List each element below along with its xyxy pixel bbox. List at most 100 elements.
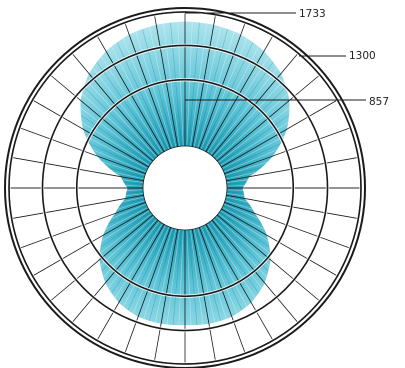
series-streak xyxy=(197,227,227,320)
series-streak xyxy=(218,213,271,254)
series-streak xyxy=(125,185,144,187)
series-streak xyxy=(114,171,145,180)
series-streak xyxy=(122,225,166,307)
center-hub xyxy=(142,145,228,231)
series-streak xyxy=(92,67,160,155)
series-streak xyxy=(222,136,285,169)
series-streak xyxy=(127,225,168,311)
series-streak xyxy=(177,21,184,147)
value-ring-1300 xyxy=(41,44,329,332)
series-streak xyxy=(125,193,144,197)
series-streak xyxy=(219,114,290,165)
series-streak xyxy=(107,221,160,289)
series-streak xyxy=(100,211,151,248)
outer-rim-inner xyxy=(8,11,362,365)
series-streak xyxy=(222,207,265,230)
series-streak xyxy=(210,221,263,289)
series-streak xyxy=(223,149,278,173)
series-streak xyxy=(202,225,243,311)
series-streak xyxy=(143,227,173,320)
series-streak xyxy=(188,229,198,326)
series-streak xyxy=(222,142,282,171)
series-streak xyxy=(148,26,177,148)
series-streak xyxy=(132,226,170,314)
series-streak xyxy=(99,213,152,254)
series-streak xyxy=(81,93,155,160)
series-streak xyxy=(215,216,270,266)
series-streak xyxy=(223,203,259,219)
series-streak xyxy=(225,167,262,178)
series-streak xyxy=(215,93,289,160)
series-streak xyxy=(190,23,208,147)
series-streak xyxy=(85,79,157,158)
series-streak xyxy=(190,229,204,325)
series-streak xyxy=(225,171,256,180)
series-streak xyxy=(219,211,270,248)
series-streak xyxy=(92,149,147,173)
series-streak xyxy=(226,193,245,197)
series-streak xyxy=(108,205,148,225)
series-streak xyxy=(226,189,244,191)
series-streak xyxy=(101,210,150,242)
outer-rim-outer xyxy=(4,7,366,368)
series-streak xyxy=(207,56,270,153)
series-streak xyxy=(210,67,278,155)
series-streak xyxy=(166,229,180,325)
series-streak xyxy=(80,107,152,163)
series-streak xyxy=(188,22,200,147)
series-streak xyxy=(226,191,244,194)
series-streak xyxy=(213,79,285,158)
series-streak xyxy=(225,198,251,206)
ring-label-1733: 1733 xyxy=(299,8,326,20)
series-streak xyxy=(222,205,262,225)
series-streak xyxy=(204,225,248,307)
series-streak xyxy=(114,223,163,299)
series-streak xyxy=(200,226,238,314)
series-streak xyxy=(225,196,248,203)
series-streak xyxy=(172,229,182,326)
ring-label-1300: 1300 xyxy=(349,50,376,62)
series-streak xyxy=(122,196,145,203)
series-streak xyxy=(83,86,156,159)
series-streak xyxy=(111,46,166,151)
series-streak xyxy=(85,136,148,169)
series-streak xyxy=(226,185,245,187)
series-streak xyxy=(186,229,192,326)
series-streak xyxy=(214,86,287,159)
series-streak xyxy=(193,26,222,148)
series-streak xyxy=(226,182,247,185)
ring-label-857: 857 xyxy=(369,96,389,108)
series-streak xyxy=(224,161,268,176)
series-streak xyxy=(88,142,148,171)
series-streak xyxy=(226,179,248,183)
series-streak xyxy=(126,191,144,194)
series-streak xyxy=(100,216,155,266)
series-streak xyxy=(122,179,144,183)
series-streak xyxy=(154,228,177,323)
series-streak xyxy=(208,222,259,294)
series-streak xyxy=(195,228,221,321)
series-streak xyxy=(111,222,162,294)
series-streak xyxy=(105,207,148,230)
value-ring-857 xyxy=(75,78,295,298)
series-streak xyxy=(101,217,156,272)
series-streak xyxy=(126,189,144,191)
series-streak xyxy=(149,228,175,321)
series-streak xyxy=(123,182,144,185)
series-streak xyxy=(178,229,184,326)
series-streak xyxy=(193,228,216,323)
series-streak xyxy=(204,46,259,151)
series-streak xyxy=(111,203,147,219)
series-streak xyxy=(224,200,253,210)
series-streak xyxy=(220,210,269,242)
series-streak xyxy=(80,114,151,165)
series-streak xyxy=(117,200,146,210)
series-streak xyxy=(119,198,145,206)
series-streak xyxy=(162,23,180,147)
series-streak xyxy=(218,107,290,163)
series-streak xyxy=(100,56,163,153)
series-streak xyxy=(96,61,162,154)
series-streak xyxy=(214,217,269,272)
